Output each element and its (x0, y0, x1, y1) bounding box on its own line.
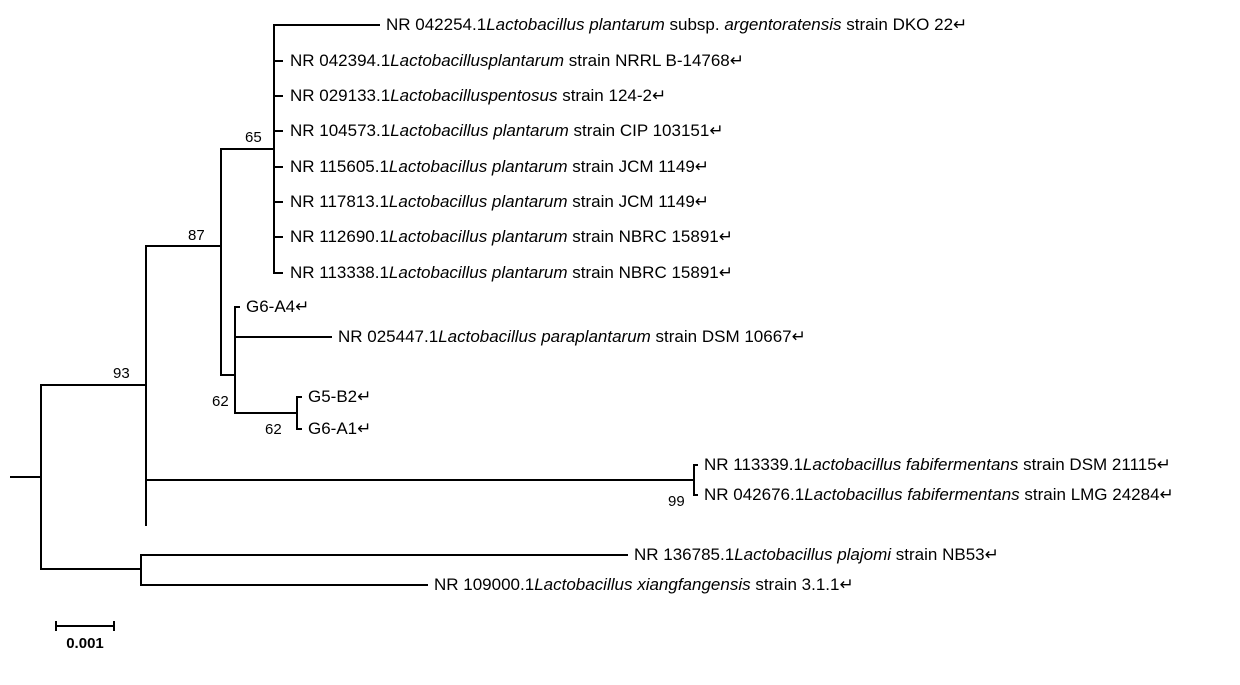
taxon-g6a4: G6-A4↵ (246, 298, 309, 315)
branch (273, 236, 283, 238)
taxon-g5b2: G5-B2↵ (308, 388, 371, 405)
taxon-t3: NR 029133.1Lactobacilluspentosus strain … (290, 87, 666, 104)
branch (273, 130, 283, 132)
branch (220, 374, 234, 376)
branch (296, 396, 298, 430)
bootstrap-62a: 62 (212, 394, 229, 409)
branch (273, 24, 380, 26)
taxon-t5: NR 115605.1Lactobacillus plantarum strai… (290, 158, 709, 175)
branch (220, 148, 222, 376)
branch (273, 201, 283, 203)
branch (234, 412, 296, 414)
branch (145, 479, 693, 481)
taxon-t11: NR 042676.1Lactobacillus fabifermentans … (704, 486, 1174, 503)
branch (40, 568, 140, 570)
taxon-t10: NR 113339.1Lactobacillus fabifermentans … (704, 456, 1171, 473)
branch (140, 584, 428, 586)
taxon-t12: NR 136785.1Lactobacillus plajomi strain … (634, 546, 999, 563)
taxon-t1: NR 042254.1Lactobacillus plantarum subsp… (386, 16, 967, 33)
branch (273, 272, 283, 274)
bootstrap-65: 65 (245, 130, 262, 145)
taxon-t6: NR 117813.1Lactobacillus plantarum strai… (290, 193, 709, 210)
taxon-t7: NR 112690.1Lactobacillus plantarum strai… (290, 228, 733, 245)
branch (693, 464, 698, 466)
branch (40, 384, 145, 386)
branch (10, 476, 40, 478)
branch (693, 464, 695, 496)
branch (140, 554, 142, 586)
branch (40, 384, 42, 570)
branch (145, 245, 147, 526)
branch (220, 148, 273, 150)
bootstrap-62b: 62 (265, 422, 282, 437)
branch (234, 306, 240, 308)
taxon-t9: NR 025447.1Lactobacillus paraplantarum s… (338, 328, 806, 345)
bootstrap-93: 93 (113, 366, 130, 381)
taxon-t8: NR 113338.1Lactobacillus plantarum strai… (290, 264, 733, 281)
taxon-t4: NR 104573.1Lactobacillus plantarum strai… (290, 122, 724, 139)
bootstrap-99: 99 (668, 494, 685, 509)
branch (296, 396, 302, 398)
branch (273, 60, 283, 62)
branch (296, 428, 302, 430)
taxon-t2: NR 042394.1Lactobacillusplantarum strain… (290, 52, 744, 69)
branch (145, 245, 220, 247)
scale-line (55, 625, 115, 627)
taxon-t13: NR 109000.1Lactobacillus xiangfangensis … (434, 576, 854, 593)
scale-bar: 0.001 (55, 625, 115, 652)
scale-value: 0.001 (55, 635, 115, 652)
branch (693, 494, 698, 496)
branch (140, 554, 628, 556)
bootstrap-87: 87 (188, 228, 205, 243)
branch (234, 336, 332, 338)
branch (273, 95, 283, 97)
taxon-g6a1: G6-A1↵ (308, 420, 371, 437)
branch (234, 336, 236, 414)
branch (273, 166, 283, 168)
phylo-tree: 93 87 65 62 62 99 NR 042254.1Lactobacill… (0, 0, 1240, 685)
